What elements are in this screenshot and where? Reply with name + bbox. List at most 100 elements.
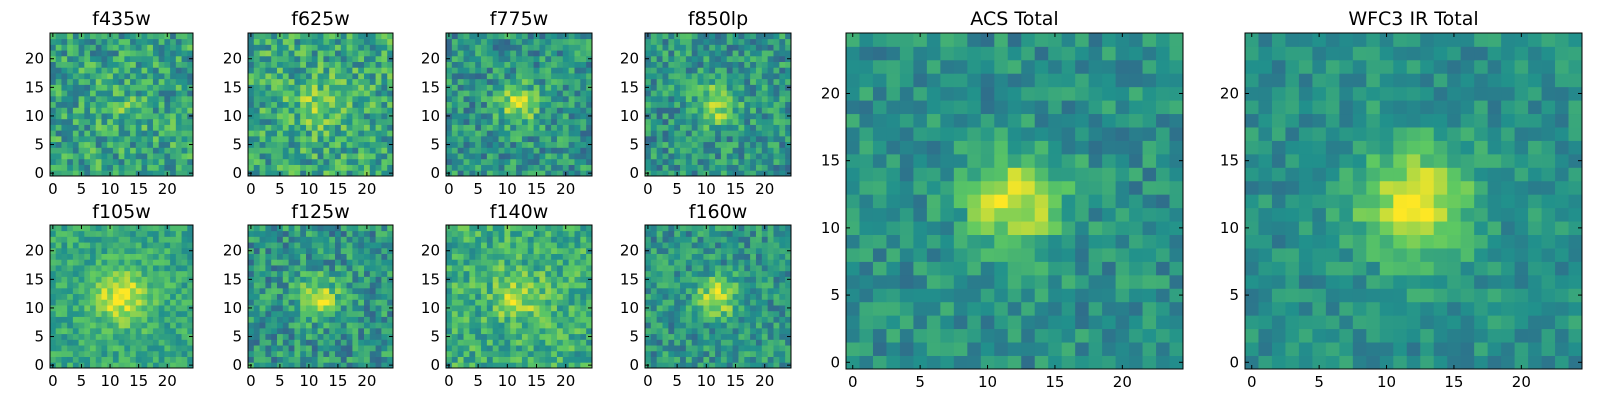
heatmap-cell <box>469 101 476 108</box>
heatmap-cell <box>147 265 154 272</box>
heatmap-cell <box>61 124 68 131</box>
heatmap-cell <box>135 55 142 62</box>
heatmap-cell <box>253 287 260 295</box>
heatmap-cell <box>311 265 318 272</box>
heatmap-cell <box>510 78 517 85</box>
heatmap-cell <box>527 147 534 154</box>
heatmap-cell <box>767 322 774 329</box>
heatmap-cell <box>586 242 593 249</box>
heatmap-cell <box>750 327 757 335</box>
heatmap-cell <box>510 236 517 243</box>
heatmap-cell <box>481 270 488 277</box>
heatmap-cell <box>761 339 769 346</box>
heatmap-cell <box>187 124 194 131</box>
heatmap-cell <box>510 124 517 131</box>
heatmap-cell <box>107 95 114 103</box>
heatmap-cell <box>568 316 575 323</box>
heatmap-cell <box>352 101 359 108</box>
heatmap-cell <box>175 265 182 272</box>
heatmap-cell <box>697 33 704 40</box>
heatmap-cell <box>773 170 780 177</box>
heatmap-cell <box>463 322 470 329</box>
heatmap-cell <box>130 259 137 266</box>
heatmap-cell <box>685 38 693 45</box>
heatmap-cell <box>294 78 301 85</box>
heatmap-cell <box>463 38 470 45</box>
heatmap-cell <box>152 236 160 243</box>
heatmap-cell <box>498 67 505 74</box>
heatmap-cell <box>375 293 382 300</box>
heatmap-cell <box>135 259 142 266</box>
heatmap-cell <box>253 247 260 254</box>
heatmap-cell <box>486 247 494 254</box>
heatmap-cell <box>726 153 733 160</box>
heatmap-cell <box>259 242 266 249</box>
heatmap-cell <box>90 73 97 80</box>
heatmap-cell <box>715 73 722 80</box>
heatmap-cell <box>259 84 266 91</box>
heatmap-cell <box>300 55 307 62</box>
heatmap-cell <box>767 327 774 335</box>
heatmap-cell <box>300 339 307 346</box>
heatmap-cell <box>317 293 324 300</box>
heatmap-cell <box>141 55 148 62</box>
heatmap-cell <box>492 44 499 51</box>
heatmap-cell <box>141 253 148 260</box>
heatmap-cell <box>469 242 476 249</box>
heatmap-cell <box>498 350 505 357</box>
heatmap-cell <box>381 158 388 165</box>
heatmap-cell <box>317 44 324 51</box>
heatmap-cell <box>364 107 371 114</box>
heatmap-cell <box>498 327 505 335</box>
heatmap-cell <box>147 73 154 80</box>
heatmap-cell <box>533 339 540 346</box>
heatmap-cells <box>50 33 194 177</box>
heatmap-cell <box>340 287 347 295</box>
heatmap-cell <box>656 95 663 103</box>
heatmap-cell <box>527 33 534 40</box>
heatmap-cell <box>170 147 177 154</box>
heatmap-cell <box>311 67 318 74</box>
heatmap-cell <box>486 259 494 266</box>
heatmap-cell <box>492 305 499 312</box>
heatmap-cell <box>498 247 505 254</box>
heatmap-cell <box>469 50 476 57</box>
heatmap-cell <box>101 282 108 289</box>
heatmap-cell <box>662 113 669 120</box>
heatmap-cell <box>773 305 780 312</box>
heatmap-cell <box>358 259 365 266</box>
heatmap-cell <box>107 356 114 363</box>
heatmap-cell <box>124 90 131 97</box>
heatmap-cell <box>335 153 342 160</box>
heatmap-cell <box>516 287 523 295</box>
heatmap-cell <box>750 38 757 45</box>
heatmap-cell <box>323 130 330 137</box>
heatmap-cell <box>141 356 148 363</box>
heatmap-cell <box>650 299 658 306</box>
heatmap-cell <box>492 158 499 165</box>
heatmap-cell <box>317 113 324 120</box>
heatmap-cell <box>358 55 365 62</box>
heatmap-cell <box>147 316 154 323</box>
heatmap-cell <box>158 305 165 312</box>
heatmap-cell <box>358 135 365 143</box>
heatmap-cell <box>135 305 142 312</box>
heatmap-cell <box>50 327 57 335</box>
heatmap-cell <box>580 356 587 363</box>
heatmap-cell <box>181 118 188 125</box>
heatmap-cell <box>358 95 365 103</box>
heatmap-cell <box>744 130 751 137</box>
heatmap-cell <box>107 135 114 143</box>
heatmap-cell <box>457 158 464 165</box>
heatmap-cell <box>645 316 652 323</box>
heatmap-cell <box>282 225 289 232</box>
heatmap-cell <box>726 101 733 108</box>
heatmap-cell <box>715 124 722 131</box>
heatmap-cell <box>141 327 148 335</box>
heatmap-cell <box>697 153 704 160</box>
heatmap-cell <box>158 265 165 272</box>
heatmap-cell <box>317 67 324 74</box>
heatmap-cell <box>446 147 453 154</box>
heatmap-cell <box>294 299 301 306</box>
x-tick-label: 5 <box>473 180 483 198</box>
